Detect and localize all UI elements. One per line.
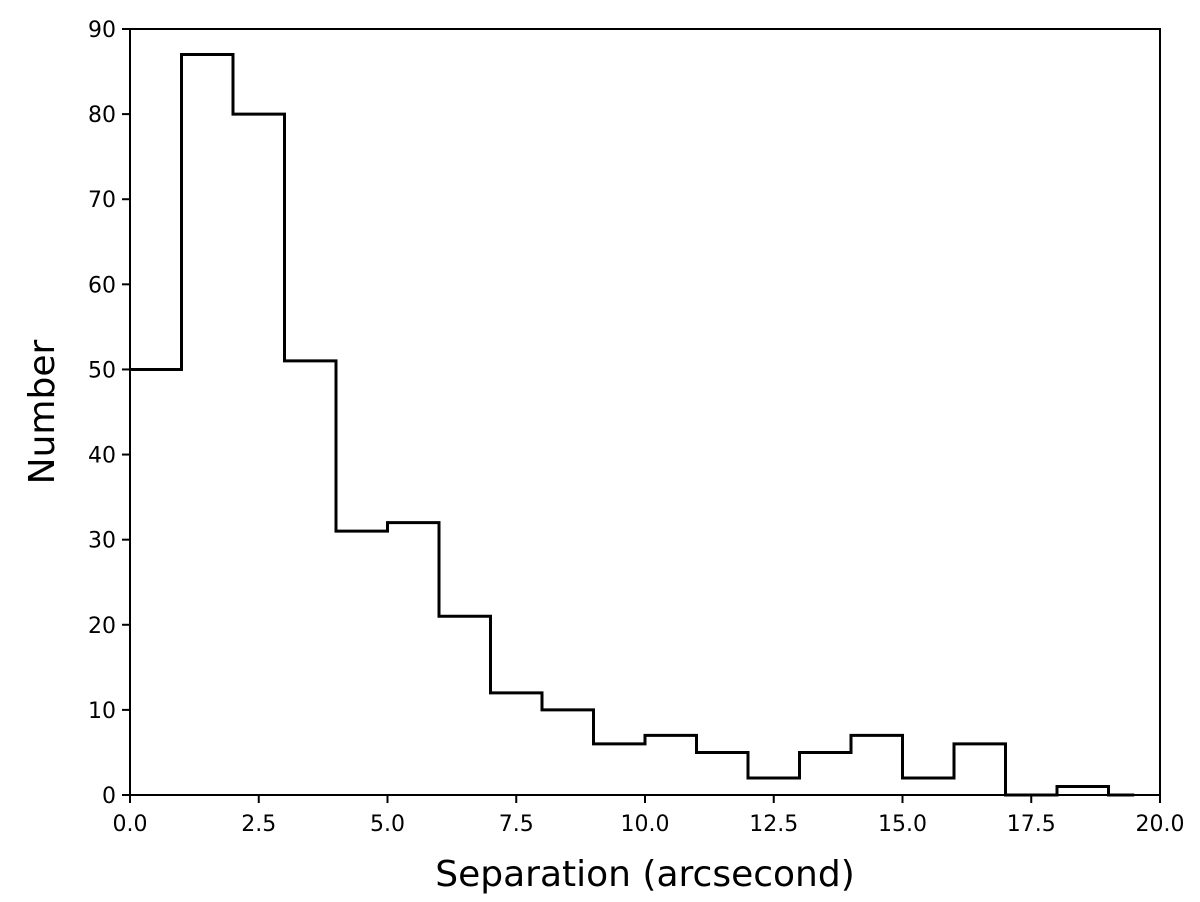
histogram-bin [851,735,903,795]
y-tick-label: 80 [88,103,116,128]
x-tick-label: 17.5 [1007,812,1056,837]
y-tick-label: 70 [88,188,116,213]
histogram-bin [697,752,749,795]
plot-area [130,29,1160,795]
y-tick-label: 50 [88,358,116,383]
histogram-marks [130,53,1135,797]
x-tick-label: 7.5 [499,812,534,837]
x-tick-label: 12.5 [749,812,798,837]
y-axis-label: Number [22,339,63,484]
y-tick-label: 0 [102,784,116,809]
histogram-bin [285,361,337,795]
x-tick-label: 5.0 [370,812,405,837]
y-axis-ticks: 0 10 20 30 40 50 60 70 80 90 [88,18,130,809]
histogram-bin [388,523,440,795]
histogram-bin [954,744,1006,795]
histogram-bin [748,778,800,795]
x-tick-label: 0.0 [113,812,148,837]
x-tick-label: 15.0 [878,812,927,837]
x-axis-label: Separation (arcsecond) [435,854,855,895]
y-tick-label: 30 [88,529,116,554]
histogram-step-line [130,53,1135,797]
histogram-bin [542,710,594,795]
x-tick-label: 10.0 [621,812,670,837]
plot-frame [129,28,1161,796]
y-tick-label: 60 [88,273,116,298]
histogram-bin [182,55,234,795]
histogram-bin [233,114,285,795]
histogram-bin [903,778,955,795]
histogram-bin [800,752,852,795]
histogram-bin [645,735,697,795]
y-tick-label: 40 [88,444,116,469]
histogram-bin [439,616,491,795]
x-axis-ticks: 0.0 2.5 5.0 7.5 10.0 12.5 15.0 17.5 20.0 [113,795,1185,837]
y-tick-label: 90 [88,18,116,43]
histogram-bin [594,744,646,795]
histogram-bin [130,369,182,795]
x-tick-label: 20.0 [1136,812,1185,837]
y-tick-label: 20 [88,614,116,639]
histogram-bin [491,693,543,795]
x-tick-label: 2.5 [241,812,276,837]
y-tick-label: 10 [88,699,116,724]
histogram-bin [336,531,388,795]
